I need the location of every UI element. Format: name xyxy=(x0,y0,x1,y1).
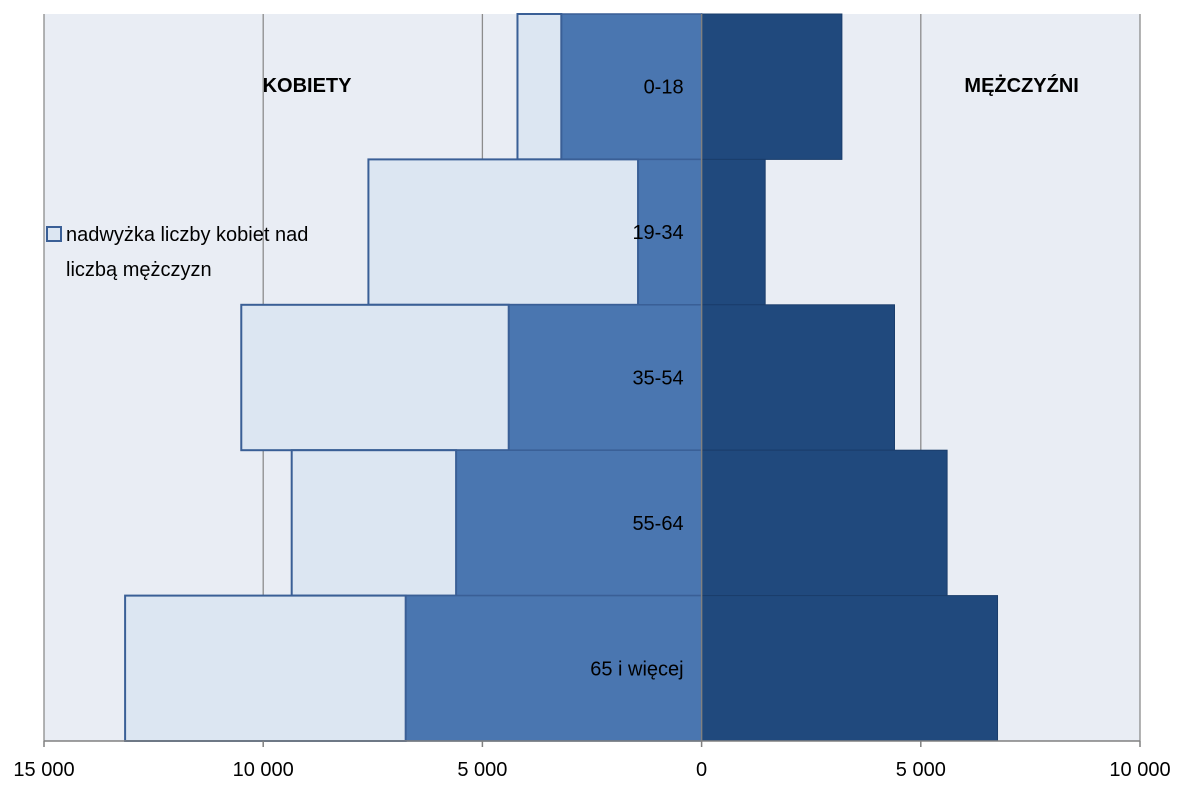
x-tick-label: 10 000 xyxy=(1109,759,1170,781)
side-label-women: KOBIETY xyxy=(263,75,353,97)
legend: nadwyżka liczby kobiet nad liczbą mężczy… xyxy=(46,224,308,281)
bar-women-surplus xyxy=(240,303,510,452)
x-axis: 15 000 10 000 5 000 0 5 000 10 000 xyxy=(13,14,1171,781)
x-tick-label: 0 xyxy=(696,759,707,781)
bar-women-surplus xyxy=(367,158,640,306)
bar-men xyxy=(701,158,766,306)
bar-men xyxy=(701,13,843,160)
x-tick-label: 15 000 xyxy=(13,759,74,781)
side-label-men: MĘŻCZYŹNI xyxy=(964,74,1078,97)
legend-swatch xyxy=(46,226,62,242)
bar-men xyxy=(701,304,895,451)
category-label: 55-64 xyxy=(632,513,683,535)
category-label: 35-54 xyxy=(632,368,683,390)
bars xyxy=(124,13,999,742)
bar-women-surplus xyxy=(124,594,407,742)
bar-women-base xyxy=(404,594,703,742)
bar-women-surplus xyxy=(290,449,458,597)
legend-label-line-1: nadwyżka liczby kobiet nad xyxy=(66,224,308,246)
x-tick-label: 5 000 xyxy=(457,759,507,781)
category-labels: 0-18 19-34 35-54 55-64 65 i więcej xyxy=(590,77,683,681)
bar-women-base xyxy=(507,304,703,451)
x-tick-label: 5 000 xyxy=(896,759,946,781)
bar-women-surplus xyxy=(516,13,563,161)
category-label: 19-34 xyxy=(632,222,683,244)
bar-men xyxy=(701,595,999,742)
category-label: 0-18 xyxy=(644,77,684,99)
category-label: 65 i więcej xyxy=(590,658,683,680)
legend-label-line-2: liczbą mężczyzn xyxy=(66,259,212,281)
x-tick-label: 10 000 xyxy=(233,759,294,781)
bar-men xyxy=(701,449,948,597)
